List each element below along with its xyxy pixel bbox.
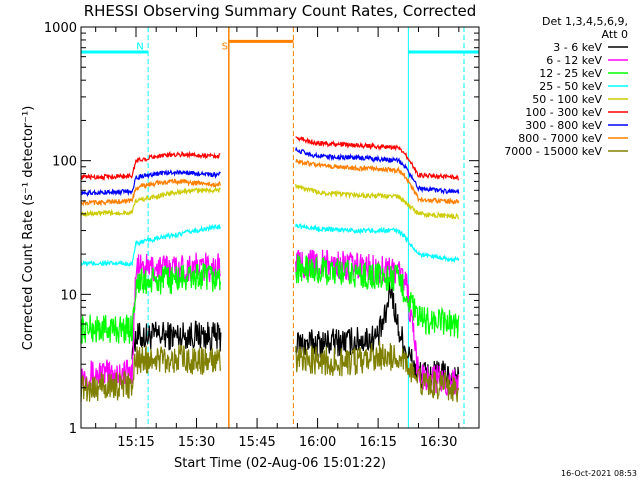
legend-label: 100 - 300 keV — [525, 106, 602, 119]
x-tick-label: 16:15 — [359, 435, 396, 450]
y-tick-label: 1000 — [44, 21, 77, 36]
legend-label: 3 - 6 keV — [553, 41, 602, 54]
x-tick-label: 15:30 — [178, 435, 215, 450]
legend-label: 300 - 800 keV — [525, 119, 602, 132]
series-line — [80, 341, 460, 403]
plot-frame — [80, 26, 480, 429]
series-layer — [80, 136, 460, 403]
legend-label: 50 - 100 keV — [532, 93, 602, 106]
x-tick-label: 16:00 — [299, 435, 336, 450]
chart-title: RHESSI Observing Summary Count Rates, Co… — [84, 2, 477, 20]
series-line — [80, 159, 460, 207]
series-line — [80, 136, 460, 182]
y-axis-label: Corrected Count Rate (s⁻¹ detector⁻¹) — [21, 106, 36, 351]
interval-annotation: N — [136, 42, 143, 53]
series-line — [80, 146, 460, 197]
legend-label: 25 - 50 keV — [539, 80, 602, 93]
x-tick-label: 15:45 — [238, 435, 275, 450]
timestamp: 16-Oct-2021 08:53 — [561, 469, 637, 478]
x-tick-label: 16:30 — [420, 435, 457, 450]
legend-label: 6 - 12 keV — [546, 54, 602, 67]
series-line — [80, 183, 460, 220]
x-tick-label: 15:15 — [117, 435, 154, 450]
y-tick-label: 100 — [52, 155, 77, 170]
legend-header: Det 1,3,4,5,6,9, — [542, 15, 628, 28]
x-axis-label: Start Time (02-Aug-06 15:01:22) — [174, 456, 386, 471]
series-line — [80, 254, 460, 344]
y-tick-label: 1 — [69, 422, 77, 437]
y-tick-label: 10 — [60, 288, 77, 303]
legend-label: 7000 - 15000 keV — [504, 145, 602, 158]
legend-label: 12 - 25 keV — [539, 67, 602, 80]
interval-annotation: S — [222, 42, 228, 53]
legend-header: Att 0 — [602, 28, 628, 41]
axes-layer: 1 10 100 1000 15:15 15:30 15:45 16:00 16:15 16:30 — [44, 21, 480, 450]
legend-label: 800 - 7000 keV — [518, 132, 602, 145]
series-line — [80, 223, 460, 267]
